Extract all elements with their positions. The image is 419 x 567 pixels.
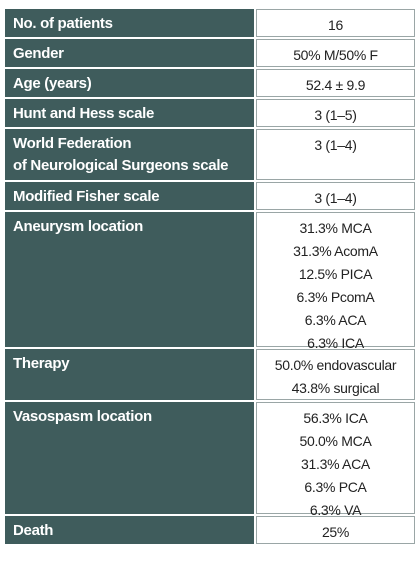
label-text: World Federation <box>13 135 132 152</box>
table-row: Death 25% <box>5 516 415 544</box>
row-value: 56.3% ICA 50.0% MCA 31.3% ACA 6.3% PCA 6.3% … <box>256 402 415 518</box>
value-text: 6.3% VA <box>309 502 362 518</box>
row-value: 25% <box>256 516 415 544</box>
row-label: Therapy <box>5 349 254 400</box>
value-text: 50.0% MCA <box>299 433 372 449</box>
label-text: Modified Fisher scale <box>13 188 160 205</box>
label-text: Death <box>13 522 54 539</box>
row-label: Age (years) <box>5 69 254 97</box>
row-value: 3 (1–4) <box>256 182 415 210</box>
row-value: 3 (1–4) <box>256 129 415 180</box>
table-row: World Federation of Neurological Surgeons… <box>5 129 415 180</box>
value-text: 43.8% surgical <box>291 380 380 396</box>
label-text: Aneurysm location <box>13 218 143 235</box>
row-value: 31.3% MCA 31.3% AcomA 12.5% PICA 6.3% PcomA… <box>256 212 415 351</box>
row-label: World Federation of Neurological Surgeons… <box>5 129 254 180</box>
value-text: 12.5% PICA <box>298 266 373 282</box>
label-text: Therapy <box>13 355 70 372</box>
table-row: No. of patients 16 <box>5 9 415 37</box>
value-text: 3 (1–5) <box>314 107 357 123</box>
row-value: 3 (1–5) <box>256 99 415 127</box>
value-text: 31.3% AcomA <box>293 243 378 259</box>
value-text: 31.3% ACA <box>301 456 370 472</box>
value-text: 6.3% ACA <box>304 312 367 328</box>
table-row: Vasospasm location 56.3% ICA 50.0% MCA 31.3… <box>5 402 415 518</box>
row-label: No. of patients <box>5 9 254 37</box>
row-value: 52.4 ± 9.9 <box>256 69 415 97</box>
value-text: 16 <box>328 17 343 33</box>
label-text: of Neurological Surgeons scale <box>13 157 229 174</box>
value-text: 6.3% PcomA <box>296 289 375 305</box>
value-text: 3 (1–4) <box>314 190 357 206</box>
value-text: 6.3% ICA <box>307 335 364 351</box>
row-label: Aneurysm location <box>5 212 254 347</box>
row-label: Modified Fisher scale <box>5 182 254 210</box>
label-text: Vasospasm location <box>13 408 152 425</box>
row-value: 50.0% endovascular 43.8% surgical <box>256 349 415 400</box>
row-label: Gender <box>5 39 254 67</box>
label-text: Hunt and Hess scale <box>13 105 155 122</box>
label-text: Age (years) <box>13 75 92 92</box>
table-row: Modified Fisher scale 3 (1–4) <box>5 182 415 210</box>
value-text: 52.4 ± 9.9 <box>305 77 366 93</box>
label-text: Gender <box>13 45 64 62</box>
row-label: Hunt and Hess scale <box>5 99 254 127</box>
value-text: 50% M/50% F <box>293 47 378 63</box>
table-row: Age (years) 52.4 ± 9.9 <box>5 69 415 97</box>
row-value: 16 <box>256 9 415 37</box>
row-label: Vasospasm location <box>5 402 254 514</box>
value-text: 3 (1–4) <box>314 137 357 153</box>
value-text: 6.3% PCA <box>304 479 367 495</box>
value-text: 25% <box>321 524 350 540</box>
table-row: Aneurysm location 31.3% MCA 31.3% AcomA 12.… <box>5 212 415 351</box>
table-row: Hunt and Hess scale 3 (1–5) <box>5 99 415 127</box>
value-text: 56.3% ICA <box>303 410 368 426</box>
table-row: Therapy 50.0% endovascular 43.8% surgical <box>5 349 415 400</box>
row-value: 50% M/50% F <box>256 39 415 67</box>
value-text: 50.0% endovascular <box>274 357 397 373</box>
value-text: 31.3% MCA <box>299 220 372 236</box>
label-text: No. of patients <box>13 15 113 32</box>
row-label: Death <box>5 516 254 544</box>
table-row: Gender 50% M/50% F <box>5 39 415 67</box>
